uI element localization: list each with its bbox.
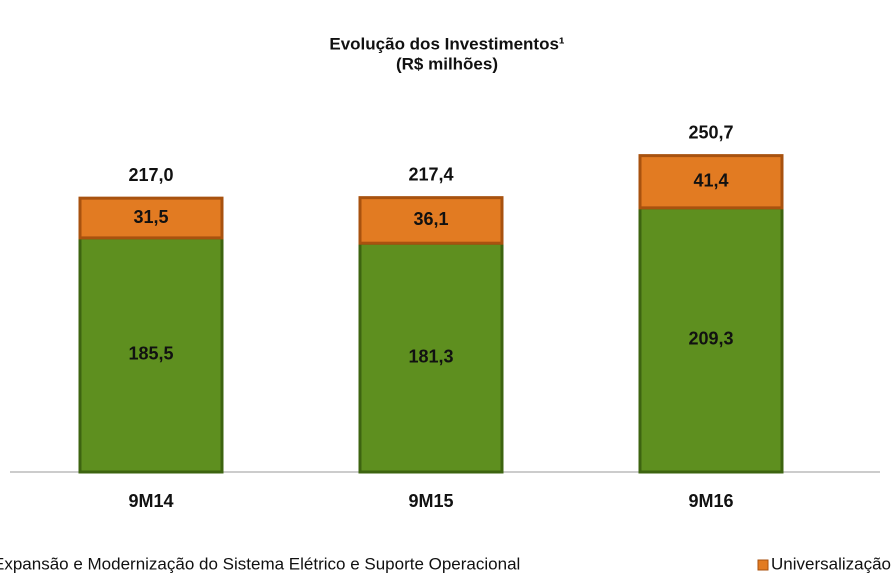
- value-label: 209,3: [688, 329, 733, 349]
- value-label: 41,4: [693, 170, 728, 190]
- value-label: 36,1: [413, 209, 448, 229]
- chart-title: Evolução dos Investimentos¹: [329, 34, 565, 53]
- bar-segment: [358, 196, 504, 245]
- legend-label: Expansão e Modernização do Sistema Elétr…: [0, 554, 520, 573]
- total-label: 250,7: [688, 122, 733, 142]
- total-label: 217,0: [128, 165, 173, 185]
- x-tick-label: 9M14: [128, 491, 173, 511]
- total-label: 217,4: [408, 164, 453, 184]
- chart-subtitle: (R$ milhões): [396, 54, 498, 73]
- value-label: 31,5: [133, 207, 168, 227]
- bar-segment: [78, 236, 224, 474]
- x-tick-label: 9M15: [408, 491, 453, 511]
- value-label: 181,3: [408, 346, 453, 366]
- value-label: 185,5: [128, 344, 173, 364]
- bar-segment: [78, 196, 224, 240]
- x-tick-label: 9M16: [688, 491, 733, 511]
- legend-swatch: [757, 559, 769, 571]
- bar-segment: [638, 154, 784, 210]
- bar-segment: [638, 206, 784, 474]
- legend-label: Universalização: [771, 554, 891, 573]
